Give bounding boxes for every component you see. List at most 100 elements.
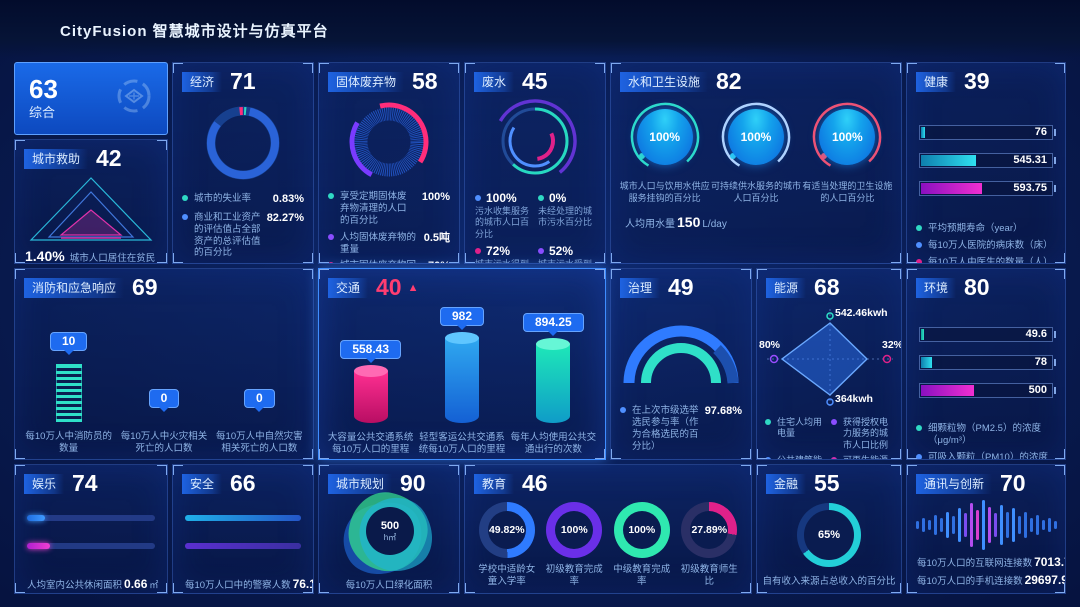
panel-title: 固体废弃物: [328, 71, 405, 92]
panel-score: 66: [230, 470, 256, 496]
legend-dot: [328, 193, 334, 199]
donut-label: 初级教育完成率: [545, 564, 603, 588]
bar-value: 500: [1028, 384, 1047, 396]
bar-value: 49.6: [1025, 328, 1047, 340]
wastewater-ring-chart: [465, 95, 605, 187]
legend-dot: [831, 456, 837, 459]
donut-label: 学校中适龄女童入学率: [478, 564, 536, 588]
gauge-value: 100%: [727, 109, 784, 165]
value-bubble: 0: [148, 389, 180, 412]
panel-water-sanitation[interactable]: 水和卫生设施 82 100% 城市人口与饮用水供应服务挂钩的百分比 100% 可…: [610, 62, 902, 264]
panel-score: 46: [522, 470, 548, 496]
legend-label: 住宅人均用电量: [777, 417, 823, 439]
bar-label: 每10万人中自然灾害相关死亡的人口数: [216, 431, 303, 455]
donut-item: 49.82% 学校中适龄女童入学率: [475, 502, 539, 589]
legend-label: 细颗粒物（PM2.5）的浓度（μg/m³）: [928, 423, 1041, 446]
stat-item: 52%城市污水受到二级处理的比例: [538, 244, 595, 263]
gauge-label: 城市人口与饮用水供应服务挂钩的百分比: [619, 181, 710, 203]
safety-bar-chart: [173, 497, 313, 577]
panel-title: 安全: [182, 473, 223, 494]
panel-energy[interactable]: 能源 68 542.46kwh 80% 32% 364kwh 住宅人均用电量 获…: [756, 268, 902, 460]
trend-up-icon: ▲: [407, 281, 419, 294]
panel-urban-planning[interactable]: 城市规划 90 500 h㎡ 每10万人口绿化面积: [318, 464, 460, 594]
composite-score-card[interactable]: 63 综合: [14, 62, 168, 135]
panel-environment[interactable]: 环境 80 49.6 78 500 细颗粒物（PM2.5）的浓度（μg/m³） …: [906, 268, 1066, 460]
panel-score: 40: [376, 274, 402, 300]
legend-label: 平均预期寿命（year）: [928, 223, 1023, 234]
panel-score: 90: [400, 470, 426, 496]
panel-title: 教育: [474, 473, 515, 494]
liquid-gauge: 100% 有适当处理的卫生设施的人口百分比: [802, 101, 893, 204]
panel-health[interactable]: 健康 39 76 545.31 593.75 平均预期寿命（year） 每10万…: [906, 62, 1066, 264]
note-unit: L/day: [702, 219, 727, 231]
panel-title: 消防和应急响应: [24, 277, 125, 298]
legend-label: 每10万人医院的病床数（床）: [928, 239, 1053, 251]
legend-dot: [916, 258, 922, 263]
panel-title: 环境: [916, 277, 957, 298]
legend-label: 城市的失业率: [194, 193, 252, 204]
composite-label: 综合: [29, 105, 56, 120]
app-title: CityFusion 智慧城市设计与仿真平台: [60, 23, 329, 40]
panel-fire-emergency[interactable]: 消防和应急响应 69 10 每10万人中消防员的数量 0 每10万人中火灾相关死…: [14, 268, 314, 460]
stat-line: 人均室内公共休闲面积 0.66 ㎡: [27, 577, 159, 591]
panel-comms-innovation[interactable]: 通讯与创新 70: [906, 464, 1066, 594]
rescue-label: 城市人口居住在贫民窟的比例: [69, 253, 156, 264]
panel-education[interactable]: 教育 46 49.82% 学校中适龄女童入学率 100% 初级教育完成率 100…: [464, 464, 752, 594]
panel-score: 39: [964, 68, 990, 94]
legend-value: 0.5吨: [423, 231, 450, 244]
panel-score: 69: [132, 274, 158, 300]
donut-value: 65%: [817, 529, 841, 541]
stat-label: 污水收集服务的城市人口百分比: [475, 206, 530, 239]
fire-item: 0 每10万人中自然灾害相关死亡的人口数: [212, 389, 307, 457]
governance-gauge-chart: [611, 321, 751, 387]
legend-dot: [831, 419, 837, 425]
legend-label: 商业和工业资产的评估值占全部资产的总评估值的百分比: [194, 211, 261, 259]
panel-traffic[interactable]: 交通 40 ▲ 558.43 982 894.25 大容量公共交通系统每10万人…: [318, 268, 606, 460]
stat-item: 100% 污水收集服务的城市人口百分比: [475, 191, 532, 240]
gauge-value: 100%: [819, 109, 876, 165]
bar-label: 大容量公共交通系统每10万人口的里程: [327, 432, 414, 456]
panel-score: 58: [412, 68, 438, 94]
cylinder-bar: [536, 338, 571, 423]
liquid-gauge: 100% 可持续供水服务的城市人口百分比: [710, 101, 801, 204]
stat-label: 未经处理的城市污水百分比: [538, 206, 593, 228]
stat-label: 城市污水得到初步处理的比例: [475, 258, 530, 264]
panel-finance[interactable]: 金融 55 65% 自有收入来源占总收入的百分比: [756, 464, 902, 594]
donut-value: 100%: [560, 524, 588, 536]
panel-rescue[interactable]: 城市救助 42 1.40% 城市人口居住在贫民窟的比例: [14, 139, 168, 264]
striped-bar: [55, 364, 82, 422]
panel-score: 74: [72, 470, 98, 496]
legend-value: 97.68%: [704, 405, 742, 417]
health-bar-chart: 76 545.31 593.75: [907, 111, 1065, 213]
stat-value: 0%: [549, 191, 567, 205]
left-stack: 63 综合 城市救助 42: [14, 62, 168, 264]
economy-ring-chart: [173, 95, 313, 191]
gauge-label: 有适当处理的卫生设施的人口百分比: [802, 181, 893, 203]
legend-dot: [765, 456, 771, 459]
bar-value: 78: [1034, 356, 1047, 368]
donut-label: 中级教育完成率: [613, 564, 671, 588]
legend-value: 70%: [428, 260, 450, 263]
value-bubble: 982: [439, 307, 484, 330]
note-value: 150: [677, 214, 701, 231]
panel-economy[interactable]: 经济 71 城市的失业率 0.83% 商业和工业资产的评估值占全部资产的总评估值的…: [172, 62, 314, 264]
panel-score: 68: [814, 274, 840, 300]
legend-dot: [182, 195, 188, 201]
panel-governance[interactable]: 治理 49 在上次市级选举选民参与率（作为合格选民的百分比） 97.68% 按居民…: [610, 268, 752, 460]
legend-dot: [916, 241, 922, 248]
bar-value: 593.75: [1013, 182, 1047, 194]
traffic-cylinder-chart: 558.43 982 894.25: [319, 301, 605, 423]
legend-dot: [182, 213, 188, 220]
note-label: 人均用水量: [625, 219, 675, 231]
fire-item: 0 每10万人中火灾相关死亡的人口数: [116, 389, 211, 457]
solid-waste-gauge-chart: [319, 95, 459, 189]
panel-title: 水和卫生设施: [620, 71, 709, 92]
panel-wastewater[interactable]: 废水 45 100% 污水收集服务的城市人口百分比 0% 未经处理的城市污水百分比 …: [464, 62, 606, 264]
value-bubble: 558.43: [340, 340, 402, 363]
panel-solid-waste[interactable]: 固体废弃物 58 享受定期固体废弃物清理的人口的百分比 100% 人均固体废弃物的…: [318, 62, 460, 264]
value-bubble: 10: [49, 332, 88, 355]
